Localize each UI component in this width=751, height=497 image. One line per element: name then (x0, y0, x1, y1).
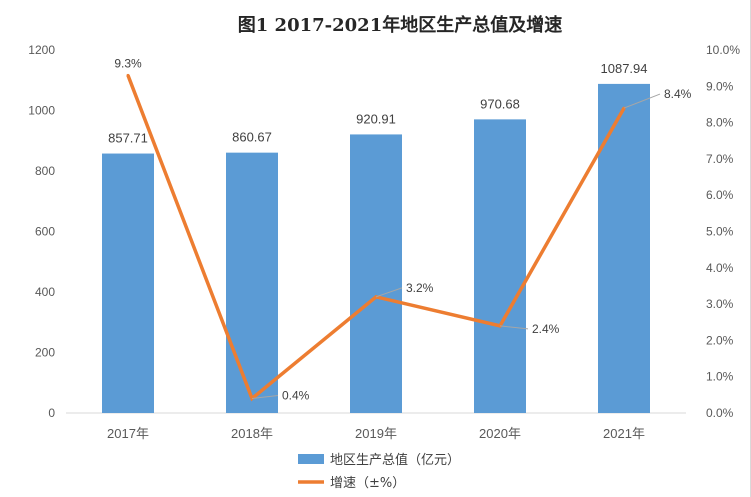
chart-title: 图1 2017-2021年地区生产总值及增速 (238, 14, 562, 36)
line-point (126, 73, 130, 77)
x-tick-label: 2020年 (479, 426, 521, 441)
label-leader-line (375, 287, 403, 298)
y-left-tick-label: 1200 (28, 43, 55, 57)
data-labels: 857.71 860.67 920.91 970.68 1087.94 9.3% 0.4% 3… (108, 56, 692, 402)
y-right-tick-label: 9.0% (706, 79, 734, 93)
legend-label-bar: 地区生产总值（亿元） (330, 452, 460, 468)
legend-swatch-bar (298, 454, 324, 464)
legend-label-line: 增速（±%） (330, 476, 405, 491)
y-right-tick-label: 2.0% (706, 333, 734, 347)
bar (598, 83, 650, 414)
y-right-tick-label: 6.0% (706, 188, 734, 202)
bar-value-label: 860.67 (232, 130, 272, 145)
bar-value-label: 1087.94 (601, 61, 648, 76)
legend: 地区生产总值（亿元） 增速（±%） (298, 452, 460, 491)
y-left-tick-label: 800 (35, 164, 55, 178)
line-value-label: 2.4% (532, 322, 560, 336)
y-right-tick-label: 1.0% (706, 370, 734, 384)
y-left-tick-label: 0 (48, 406, 55, 420)
y-left-tick-label: 400 (35, 285, 55, 299)
axes: 0 200 400 600 800 1000 1200 0.0% 1.0% 2.0% 3.0% 4.0… (28, 43, 740, 441)
bar-value-label: 857.71 (108, 131, 148, 146)
x-tick-label: 2018年 (231, 426, 273, 441)
y-left-tick-label: 1000 (28, 104, 55, 118)
line-value-label: 9.3% (114, 56, 142, 70)
y-right-tick-label: 3.0% (706, 297, 734, 311)
label-leader-line (623, 93, 661, 109)
bar (226, 152, 278, 413)
label-leader-line (251, 394, 279, 399)
y-right-tick-label: 8.0% (706, 116, 734, 130)
bar-value-label: 970.68 (480, 96, 520, 111)
bar-value-label: 920.91 (356, 111, 396, 126)
y-left-tick-label: 600 (35, 225, 55, 239)
bar (350, 134, 402, 413)
line-value-label: 8.4% (664, 87, 692, 101)
y-right-tick-label: 5.0% (706, 225, 734, 239)
y-right-tick-label: 0.0% (706, 406, 734, 420)
y-left-tick-label: 200 (35, 346, 55, 360)
y-right-tick-label: 4.0% (706, 261, 734, 275)
y-right-tick-label: 10.0% (706, 43, 740, 57)
bar-series (102, 83, 650, 414)
bar (102, 153, 154, 413)
bar (474, 119, 526, 414)
x-tick-label: 2019年 (355, 426, 397, 441)
line-value-label: 3.2% (406, 281, 434, 295)
line-value-label: 0.4% (282, 388, 310, 402)
label-leader-line (499, 325, 529, 330)
x-tick-label: 2021年 (603, 426, 645, 441)
y-right-tick-label: 7.0% (706, 152, 734, 166)
x-tick-label: 2017年 (107, 426, 149, 441)
